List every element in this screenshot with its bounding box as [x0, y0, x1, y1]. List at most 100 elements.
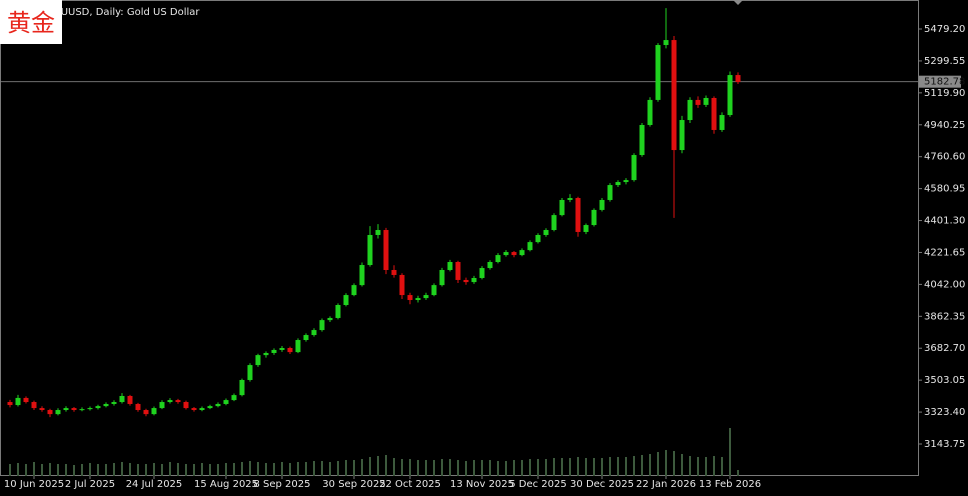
volume-bar	[593, 458, 595, 476]
candle-body	[639, 124, 645, 156]
candle-body	[231, 395, 237, 401]
volume-bar	[601, 458, 603, 476]
x-tick-label: 10 Jun 2025	[4, 479, 64, 490]
x-tick-label: 24 Jul 2025	[126, 479, 183, 490]
volume-bar	[609, 457, 611, 476]
candle-body	[151, 408, 157, 415]
x-tick-label: 13 Nov 2025	[450, 479, 514, 490]
volume-bar	[169, 462, 171, 476]
y-tick-label: 4401.30	[924, 216, 965, 227]
y-tick-label: 4940.25	[924, 120, 965, 131]
volume-bar	[25, 464, 27, 476]
candle-body	[199, 408, 205, 411]
candle-body	[503, 252, 509, 256]
volume-bar	[473, 460, 475, 476]
volume-bar	[297, 462, 299, 476]
volume-bar	[209, 464, 211, 476]
x-tick-label: 22 Oct 2025	[379, 479, 441, 490]
volume-bar	[617, 457, 619, 476]
logo: 黄金	[7, 9, 55, 37]
candle-body	[391, 269, 397, 275]
candle-body	[631, 155, 637, 181]
logo-box	[0, 0, 62, 44]
candle-body	[175, 400, 181, 403]
volume-bar	[449, 459, 451, 476]
candle-body	[607, 185, 613, 200]
volume-bar	[145, 464, 147, 476]
x-tick-label: 13 Feb 2026	[699, 479, 761, 490]
volume-bar	[265, 463, 267, 476]
volume-bar	[369, 457, 371, 476]
candle-body	[119, 395, 125, 403]
candle-body	[487, 261, 493, 269]
candle-body	[71, 408, 77, 411]
candle-body	[535, 234, 541, 243]
candle-body	[719, 115, 725, 130]
volume-bar	[377, 456, 379, 476]
period-marker	[733, 0, 743, 5]
candle-body	[455, 261, 461, 280]
y-tick-label: 5119.90	[924, 88, 965, 99]
volume-bar	[729, 428, 731, 476]
volume-bar	[585, 458, 587, 476]
volume-bar	[289, 463, 291, 476]
candle-body	[439, 269, 445, 286]
candle-body	[647, 99, 653, 125]
candle-body	[111, 402, 117, 404]
candle-body	[687, 99, 693, 121]
y-tick-label: 3862.35	[924, 311, 965, 322]
candle-body	[423, 295, 429, 299]
candle-body	[311, 330, 317, 336]
volume-bar	[257, 462, 259, 476]
volume-bar	[337, 461, 339, 476]
volume-bar	[553, 458, 555, 476]
x-tick-label: 5 Dec 2025	[509, 479, 567, 490]
candle-body	[383, 230, 389, 270]
volume-bar	[113, 463, 115, 476]
volume-bar	[713, 456, 715, 476]
volume-bar	[505, 461, 507, 476]
volume-bar	[489, 460, 491, 476]
candle-body	[703, 97, 709, 105]
candle-body	[335, 305, 341, 318]
volume-bar	[537, 459, 539, 476]
candle-body	[263, 352, 269, 356]
candle-body	[63, 408, 69, 411]
volume-bar	[649, 454, 651, 476]
volume-bar	[417, 460, 419, 476]
volume-bar	[41, 464, 43, 476]
volume-bar	[433, 460, 435, 476]
volume-bar	[577, 457, 579, 476]
volume-bar	[641, 455, 643, 476]
last-price-label: 5182.78	[924, 77, 965, 88]
candle-body	[615, 182, 621, 186]
candle-body	[271, 349, 277, 353]
y-tick-label: 3682.70	[924, 343, 965, 354]
candle-body	[95, 406, 101, 409]
candle-body	[87, 408, 93, 410]
candle-body	[79, 409, 85, 411]
candle-body	[519, 250, 525, 256]
volume-bar	[33, 462, 35, 476]
volume-bar	[105, 464, 107, 476]
volume-bar	[81, 464, 83, 476]
volume-bar	[721, 457, 723, 476]
candle-body	[319, 320, 325, 331]
candle-body	[295, 340, 301, 353]
candle-body	[511, 252, 517, 256]
x-tick-label: 15 Aug 2025	[194, 479, 258, 490]
candle-body	[351, 285, 357, 296]
volume-bar	[385, 455, 387, 476]
y-tick-label: 3143.75	[924, 439, 965, 450]
volume-bar	[249, 461, 251, 476]
volume-bar	[657, 452, 659, 476]
candle-body	[327, 317, 333, 321]
y-tick-label: 3323.40	[924, 407, 965, 418]
candle-body	[367, 234, 373, 266]
candle-body	[671, 40, 677, 151]
candle-body	[623, 180, 629, 183]
x-tick-label: 30 Sep 2025	[322, 479, 385, 490]
volume-bar	[73, 465, 75, 476]
